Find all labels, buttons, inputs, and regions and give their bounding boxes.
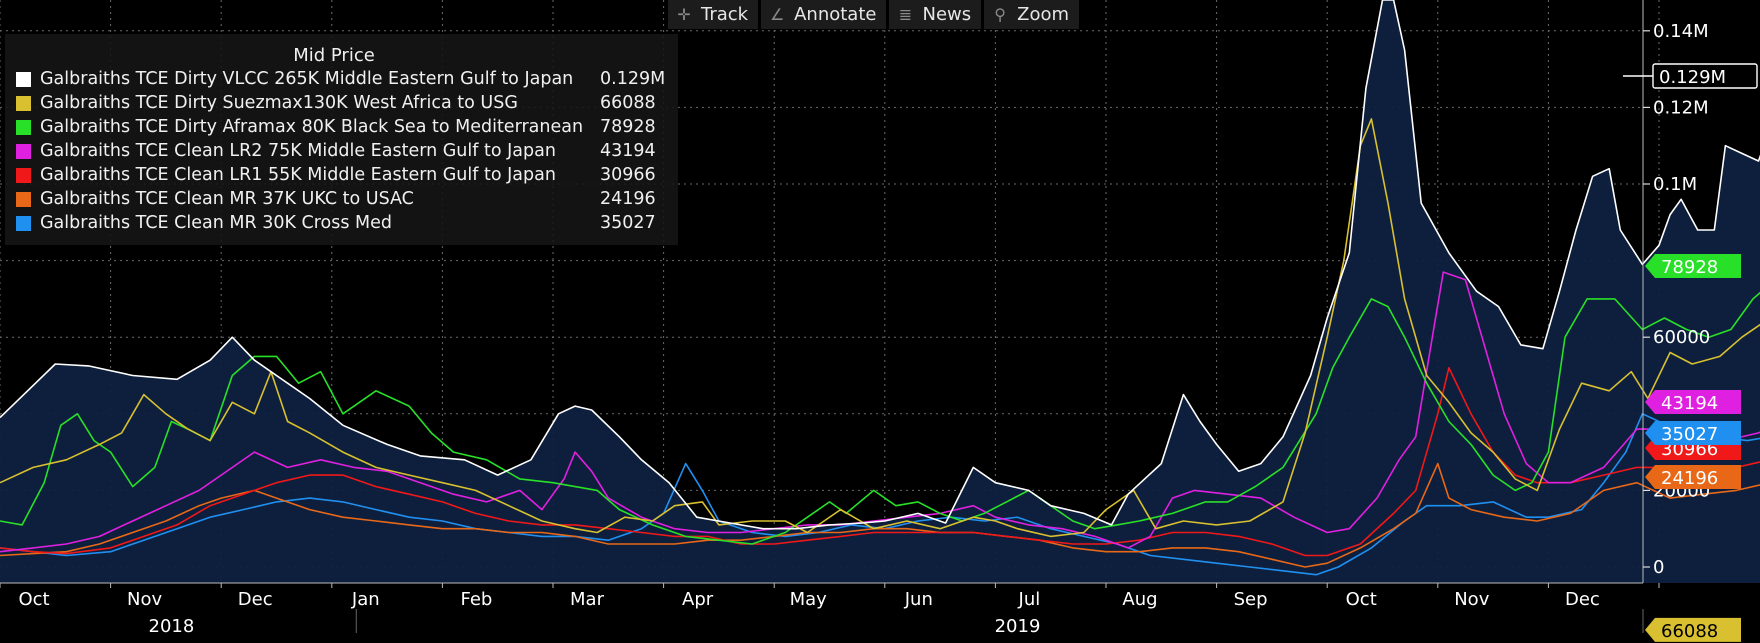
- x-month-label: Jan: [351, 589, 380, 610]
- series-line: [0, 462, 1760, 568]
- legend-series-name: Galbraiths TCE Dirty Aframax 80K Black S…: [40, 117, 584, 137]
- legend-swatch: [16, 191, 31, 207]
- legend-series-value: 24196: [600, 189, 656, 209]
- legend-swatch: [16, 167, 31, 183]
- legend-title: Mid Price: [293, 45, 375, 66]
- news-icon: ≣: [898, 5, 913, 24]
- value-tag: 0.129M: [1623, 63, 1758, 89]
- series-line: [0, 0, 1760, 530]
- x-axis: Oct Nov Dec Jan Feb Mar Apr May Jun Jul Aug Sep Oct N…: [0, 582, 1760, 643]
- annotate-button[interactable]: ∠ Annotate: [761, 0, 887, 29]
- legend-series-name: Galbraiths TCE Dirty Suezmax130K West Af…: [40, 93, 518, 113]
- series-line: [0, 118, 1760, 538]
- value-tag-label: 35027: [1661, 424, 1718, 445]
- x-month-label: Jul: [1018, 589, 1041, 610]
- x-year-label: 2018: [149, 616, 195, 637]
- legend-entry[interactable]: Galbraiths TCE Dirty VLCC 265K Middle Ea…: [5, 67, 678, 91]
- value-tag-box: [1645, 421, 1741, 445]
- value-tag-label: 43194: [1661, 393, 1718, 414]
- value-tag-label: 78928: [1661, 257, 1718, 278]
- legend-series-value: 78928: [600, 117, 656, 137]
- legend-series-name: Galbraiths TCE Clean MR 37K UKC to USAC: [40, 189, 414, 209]
- series-line: [0, 291, 1760, 545]
- x-month-label: Mar: [570, 589, 605, 610]
- legend-series-name: Galbraiths TCE Clean LR1 55K Middle East…: [40, 165, 556, 185]
- y-tick-label: 60000: [1653, 327, 1710, 348]
- x-month-label: Oct: [1346, 589, 1377, 610]
- x-month-label: Oct: [18, 589, 49, 610]
- x-month-label: Sep: [1234, 589, 1268, 610]
- legend-entry[interactable]: Galbraiths TCE Clean LR2 75K Middle East…: [5, 139, 678, 163]
- legend-series-name: Galbraiths TCE Dirty VLCC 265K Middle Ea…: [40, 69, 574, 89]
- value-tag-box: [1645, 465, 1741, 489]
- value-tag-label: 66088: [1661, 621, 1718, 642]
- legend-series-value: 43194: [600, 141, 656, 161]
- x-month-label: Dec: [238, 589, 273, 610]
- legend-rows: Galbraiths TCE Dirty VLCC 265K Middle Ea…: [5, 67, 678, 235]
- legend-entry[interactable]: Galbraiths TCE Dirty Aframax 80K Black S…: [5, 115, 678, 139]
- legend-entry[interactable]: Galbraiths TCE Clean LR1 55K Middle East…: [5, 163, 678, 187]
- x-month-label: Nov: [1454, 589, 1489, 610]
- x-month-label: Apr: [682, 589, 714, 610]
- legend-series-value: 0.129M: [600, 69, 666, 89]
- x-month-label: May: [790, 589, 828, 610]
- value-tag: 78928: [1645, 254, 1741, 278]
- legend-entry[interactable]: Galbraiths TCE Clean MR 37K UKC to USAC 2…: [5, 187, 678, 211]
- y-tick-label: 0.12M: [1653, 97, 1709, 118]
- legend-swatch: [16, 95, 31, 111]
- legend-entry[interactable]: Galbraiths TCE Dirty Suezmax130K West Af…: [5, 91, 678, 115]
- zoom-label: Zoom: [1017, 4, 1070, 25]
- x-month-label: Nov: [127, 589, 162, 610]
- legend-swatch: [16, 71, 31, 87]
- pencil-icon: ∠: [769, 5, 785, 24]
- value-tag-box: [1645, 254, 1741, 278]
- value-tag: 24196: [1645, 465, 1741, 489]
- x-month-label: Jun: [904, 589, 933, 610]
- value-tag-box: [1645, 390, 1741, 414]
- chart-toolbar: ✛ Track ∠ Annotate ≣ News ⚲ Zoom: [668, 0, 1080, 29]
- x-year-label: 2019: [995, 616, 1041, 637]
- value-tag-box: [1645, 617, 1741, 642]
- news-label: News: [922, 4, 972, 25]
- series-lines-layer: [0, 0, 1760, 576]
- value-tag-box: [1652, 63, 1758, 89]
- legend-swatch: [16, 119, 31, 135]
- series-line: [0, 367, 1760, 557]
- magnifier-icon: ⚲: [994, 5, 1006, 24]
- y-tick-label: 0.14M: [1653, 21, 1709, 42]
- annotate-label: Annotate: [794, 4, 877, 25]
- value-tag: 35027: [1645, 421, 1741, 445]
- x-month-label: Aug: [1122, 589, 1157, 610]
- value-tag: 66088: [1645, 617, 1741, 642]
- x-month-label: Feb: [460, 589, 492, 610]
- series-line: [0, 271, 1760, 553]
- zoom-button[interactable]: ⚲ Zoom: [984, 0, 1080, 29]
- track-button[interactable]: ✛ Track: [668, 0, 759, 29]
- legend-entry[interactable]: Galbraiths TCE Clean MR 30K Cross Med 350…: [5, 211, 678, 235]
- legend-swatch: [16, 215, 31, 231]
- crosshair-icon: ✛: [677, 5, 691, 24]
- value-tag-label: 24196: [1661, 468, 1718, 489]
- legend-series-name: Galbraiths TCE Clean MR 30K Cross Med: [40, 213, 393, 233]
- value-tag-label: 0.129M: [1659, 67, 1726, 88]
- chart-legend: Mid Price Galbraiths TCE Dirty VLCC 265K…: [5, 34, 678, 245]
- legend-swatch: [16, 143, 31, 159]
- legend-series-value: 66088: [600, 93, 656, 113]
- x-axis-band: [0, 583, 1760, 643]
- y-tick-label: 0: [1653, 557, 1664, 578]
- track-label: Track: [701, 4, 749, 25]
- legend-series-value: 30966: [600, 165, 656, 185]
- y-tick-label: 0.1M: [1653, 174, 1697, 195]
- value-tag: 43194: [1645, 390, 1741, 414]
- x-month-label: Dec: [1565, 589, 1600, 610]
- news-button[interactable]: ≣ News: [889, 0, 982, 29]
- legend-series-name: Galbraiths TCE Clean LR2 75K Middle East…: [40, 141, 556, 161]
- legend-series-value: 35027: [600, 213, 656, 233]
